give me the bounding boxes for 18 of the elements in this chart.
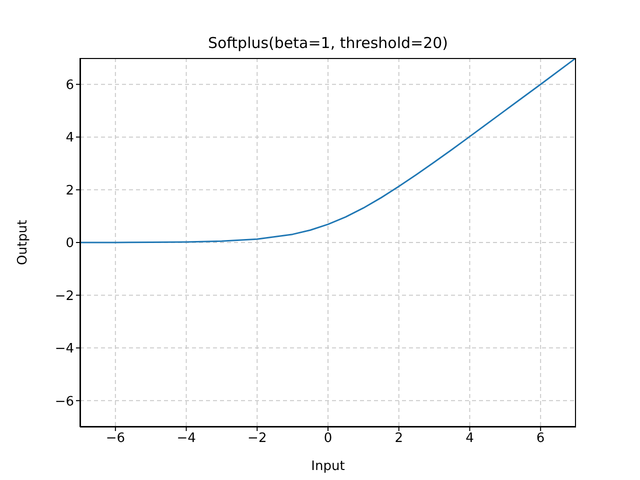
x-tick-label: 0 [324,431,332,446]
y-axis-title: Output [16,220,31,266]
line-series [80,58,576,244]
x-axis-title: Input [311,459,345,474]
y-tick-label: 2 [66,183,74,198]
y-tick-label: 0 [66,236,74,252]
y-tick-label: −6 [54,394,74,410]
chart-title: Softplus(beta=1, threshold=20) [206,34,450,52]
y-tick-label: −4 [54,342,74,357]
y-tick-label: 6 [66,78,74,93]
x-tick-label: −4 [176,431,196,446]
x-tick-label: −6 [106,431,126,446]
y-tick-label: 4 [66,130,74,146]
x-tick-label: 6 [536,431,545,446]
x-tick-label: 4 [466,431,474,446]
x-tick-label: 2 [394,431,403,446]
y-tick-label: −2 [54,288,74,304]
x-tick-label: −2 [248,431,267,446]
